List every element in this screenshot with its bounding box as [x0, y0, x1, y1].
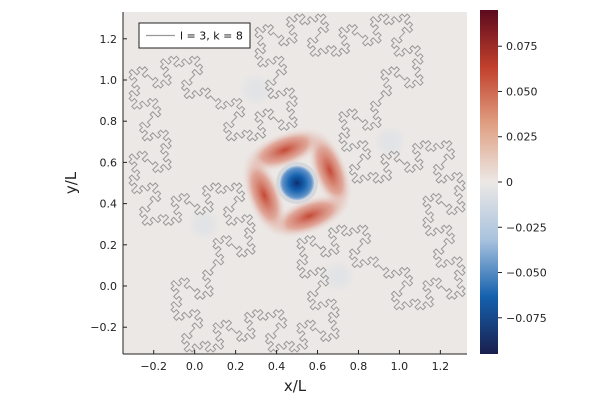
x-tick-label: 0.0 — [186, 360, 204, 373]
y-tick-label: 0.4 — [100, 198, 118, 211]
fractal-boundary-line — [128, 13, 466, 353]
y-axis-label: y/L — [62, 171, 80, 194]
colorbar: −0.075 −0.050 −0.025 0 0.025 0.050 0.075 — [480, 10, 547, 354]
colorbar-gradient — [480, 10, 498, 354]
negative-core — [280, 166, 315, 200]
x-axis-ticks: −0.2 0.0 0.2 0.4 0.6 0.8 1.0 1.2 — [140, 350, 449, 373]
y-tick-label: 0.0 — [100, 280, 118, 293]
outer-cell — [377, 129, 402, 154]
outer-cell — [192, 212, 217, 237]
legend: l = 3, k = 8 — [138, 22, 251, 49]
y-axis-ticks: −0.2 0.0 0.2 0.4 0.6 0.8 1.0 1.2 — [90, 33, 127, 334]
colorbar-tick-label: −0.025 — [506, 221, 547, 234]
x-tick-label: 0.8 — [350, 360, 368, 373]
x-tick-label: 0.2 — [227, 360, 245, 373]
x-axis-label: x/L — [284, 377, 307, 395]
outer-cell — [326, 264, 351, 289]
positive-lobe — [306, 128, 353, 213]
colorbar-tick-label: 0.075 — [506, 40, 538, 53]
x-tick-label: 1.2 — [432, 360, 450, 373]
axes — [122, 12, 467, 355]
y-tick-label: 0.6 — [100, 156, 118, 169]
outer-cell — [243, 77, 268, 102]
x-tick-label: 0.6 — [309, 360, 327, 373]
positive-lobe — [267, 193, 352, 239]
colorbar-tick-label: −0.050 — [506, 267, 547, 280]
positive-lobe — [241, 153, 288, 238]
fractal-boundary-series — [128, 13, 466, 353]
colorbar-tick-label: −0.075 — [506, 312, 547, 325]
y-tick-label: 0.2 — [100, 239, 118, 252]
plot-area — [123, 12, 467, 354]
y-tick-label: 0.8 — [100, 115, 118, 128]
colorbar-tick-label: 0.050 — [506, 85, 538, 98]
colorbar-tick-label: 0.025 — [506, 131, 538, 144]
y-tick-label: −0.2 — [90, 321, 117, 334]
x-tick-label: 0.4 — [268, 360, 286, 373]
x-tick-label: 1.0 — [391, 360, 409, 373]
y-tick-label: 1.2 — [100, 33, 118, 46]
legend-label: l = 3, k = 8 — [180, 30, 243, 43]
colorbar-ticks: −0.075 −0.050 −0.025 0 0.025 0.050 0.075 — [498, 40, 547, 325]
colorbar-tick-label: 0 — [506, 176, 513, 189]
y-tick-label: 1.0 — [100, 74, 118, 87]
x-tick-label: −0.2 — [140, 360, 167, 373]
wave-field — [192, 77, 402, 289]
